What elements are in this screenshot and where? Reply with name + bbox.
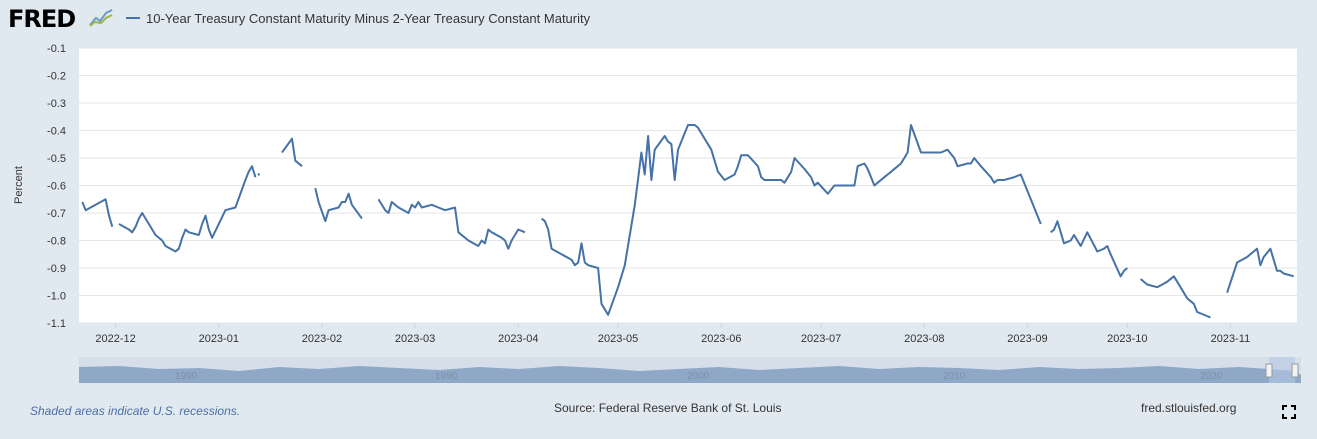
navigator-area: [79, 366, 1301, 383]
site-url[interactable]: fred.stlouisfed.org: [1141, 401, 1237, 415]
x-tick-label: 2023-03: [395, 333, 435, 345]
x-tick-label: 2023-10: [1107, 333, 1147, 345]
series-line-segment[interactable]: [1050, 220, 1128, 278]
x-tick-label: 2023-04: [498, 333, 538, 345]
chart-grid: [79, 47, 1297, 324]
series-line: [81, 124, 1294, 319]
y-tick-label: -1.1: [47, 318, 66, 330]
navigator-label: 1990: [435, 371, 458, 382]
x-tick-label: 2023-01: [199, 333, 239, 345]
recession-note: Shaded areas indicate U.S. recessions.: [30, 404, 241, 418]
navigator-label: 2010: [943, 371, 966, 382]
navigator-handle-left[interactable]: [1265, 363, 1273, 378]
legend-label: 10-Year Treasury Constant Maturity Minus…: [146, 10, 591, 26]
navigator-handle-right[interactable]: [1291, 363, 1299, 378]
series-line-segment[interactable]: [377, 198, 526, 250]
x-axis-ticks: 2022-12 2023-01 2023-02 2023-03 2023-04 2023-…: [95, 323, 1250, 345]
x-tick-label: 2023-09: [1007, 333, 1047, 345]
navigator-selection[interactable]: [1269, 357, 1295, 383]
navigator-label: 2020: [1200, 371, 1223, 382]
x-tick-label: 2022-12: [95, 333, 135, 345]
navigator-label: 2000: [687, 371, 710, 382]
y-tick-label: -0.1: [47, 43, 66, 55]
y-tick-label: -0.4: [47, 126, 66, 138]
legend-swatch: [126, 17, 140, 19]
series-line-segment[interactable]: [314, 187, 363, 223]
y-tick-label: -0.8: [47, 236, 66, 248]
data-point[interactable]: [257, 173, 260, 176]
line-chart[interactable]: -0.1 -0.2 -0.3 -0.4 -0.5 -0.6 -0.7 -0.8 -0.9 -1.0…: [0, 40, 1317, 358]
series-line-segment[interactable]: [540, 124, 1042, 316]
x-tick-label: 2023-06: [701, 333, 741, 345]
y-axis-title: Percent: [13, 166, 25, 204]
series-line-segment[interactable]: [81, 198, 114, 227]
fullscreen-icon[interactable]: [1282, 405, 1296, 419]
series-line-segment[interactable]: [118, 165, 257, 253]
series-line-segment[interactable]: [1139, 275, 1211, 319]
navigator-label: 1990: [175, 371, 198, 382]
y-tick-label: -0.5: [47, 153, 66, 165]
fred-logo[interactable]: FRED: [8, 5, 76, 33]
y-tick-label: -0.7: [47, 208, 66, 220]
y-tick-label: -0.3: [47, 98, 66, 110]
x-tick-label: 2023-07: [801, 333, 841, 345]
x-tick-label: 2023-08: [904, 333, 944, 345]
series-line-segment[interactable]: [1226, 247, 1294, 294]
y-tick-label: -0.6: [47, 181, 66, 193]
y-axis-ticks: -0.1 -0.2 -0.3 -0.4 -0.5 -0.6 -0.7 -0.8 -0.9 -1.0…: [47, 43, 66, 330]
y-tick-label: -0.9: [47, 263, 66, 275]
chart-legend[interactable]: 10-Year Treasury Constant Maturity Minus…: [126, 8, 590, 28]
y-tick-label: -0.2: [47, 71, 66, 83]
y-tick-label: -1.0: [47, 291, 66, 303]
x-tick-label: 2023-11: [1211, 333, 1251, 345]
x-tick-label: 2023-05: [598, 333, 638, 345]
x-tick-label: 2023-02: [302, 333, 342, 345]
source-text: Source: Federal Reserve Bank of St. Loui…: [554, 401, 782, 415]
chart-header: FRED 10-Year Treasury Constant Maturity …: [0, 0, 1317, 40]
line-chart-icon: [89, 9, 113, 27]
series-line-segment[interactable]: [281, 137, 303, 167]
range-navigator[interactable]: 1990 1990 2000 2010 2020: [79, 357, 1301, 383]
